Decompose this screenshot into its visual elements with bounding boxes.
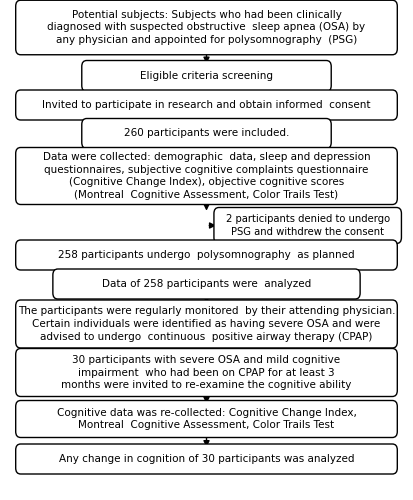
Text: Potential subjects: Subjects who had been clinically
diagnosed with suspected ob: Potential subjects: Subjects who had bee… bbox=[47, 10, 366, 46]
FancyBboxPatch shape bbox=[16, 0, 397, 54]
Text: Data of 258 participants were  analyzed: Data of 258 participants were analyzed bbox=[102, 279, 311, 289]
FancyBboxPatch shape bbox=[16, 444, 397, 474]
FancyBboxPatch shape bbox=[16, 90, 397, 120]
FancyBboxPatch shape bbox=[16, 348, 397, 397]
FancyBboxPatch shape bbox=[16, 400, 397, 438]
Text: 30 participants with severe OSA and mild cognitive
impairment  who had been on C: 30 participants with severe OSA and mild… bbox=[61, 354, 352, 390]
Text: Data were collected: demographic  data, sleep and depression
questionnaires, sub: Data were collected: demographic data, s… bbox=[43, 152, 370, 200]
FancyBboxPatch shape bbox=[53, 269, 360, 299]
Text: 260 participants were included.: 260 participants were included. bbox=[124, 128, 289, 138]
FancyBboxPatch shape bbox=[16, 240, 397, 270]
FancyBboxPatch shape bbox=[82, 60, 331, 92]
Text: Cognitive data was re-collected: Cognitive Change Index,
Montreal  Cognitive Ass: Cognitive data was re-collected: Cogniti… bbox=[57, 408, 356, 430]
Text: 258 participants undergo  polysomnography  as planned: 258 participants undergo polysomnography… bbox=[58, 250, 355, 260]
FancyBboxPatch shape bbox=[214, 208, 401, 244]
Text: Eligible criteria screening: Eligible criteria screening bbox=[140, 71, 273, 81]
Text: The participants were regularly monitored  by their attending physician.
Certain: The participants were regularly monitore… bbox=[18, 306, 395, 342]
FancyBboxPatch shape bbox=[82, 118, 331, 148]
FancyBboxPatch shape bbox=[16, 148, 397, 204]
Text: 2 participants denied to undergo
PSG and withdrew the consent: 2 participants denied to undergo PSG and… bbox=[225, 214, 390, 237]
Text: Invited to participate in research and obtain informed  consent: Invited to participate in research and o… bbox=[42, 100, 371, 110]
Text: Any change in cognition of 30 participants was analyzed: Any change in cognition of 30 participan… bbox=[59, 454, 354, 464]
FancyBboxPatch shape bbox=[16, 300, 397, 348]
